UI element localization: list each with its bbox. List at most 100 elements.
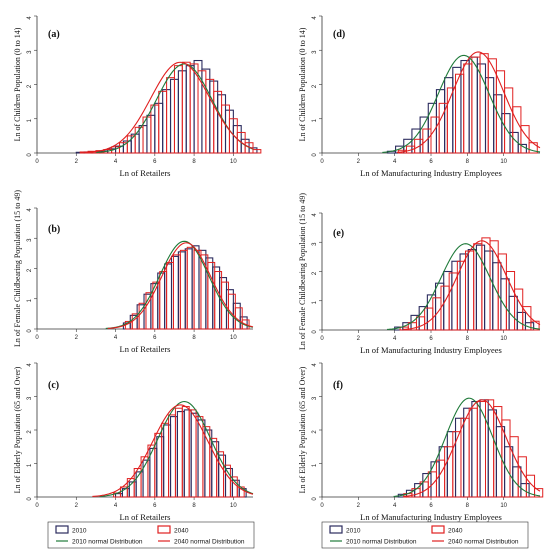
panel-c-x-tick-label: 10 (230, 503, 237, 509)
panel-c-bar-2010 (163, 424, 172, 498)
panel-c-bar-2040 (161, 422, 170, 498)
panel-c-bar-2010 (183, 409, 192, 498)
panel-d-x-tick-label: 4 (393, 159, 397, 165)
panel-b-bar-2040 (172, 254, 181, 330)
panel-b-x-tick-label: 8 (192, 335, 196, 341)
panel-b-bar-2010 (150, 283, 159, 330)
legend-swatch-2010 (55, 525, 69, 534)
panel-e-y-tick-label: 4 (312, 213, 318, 217)
panel-b-bar-2010 (177, 251, 186, 330)
panel-f-bar-2010 (446, 431, 457, 498)
panel-d-y-tick-label: 3 (312, 50, 318, 54)
panel-c-y-tick-label: 0 (27, 497, 33, 501)
panel-f-bar-2040 (534, 488, 544, 498)
panel-c-bar-2010 (197, 419, 206, 498)
panel-c-bar-2010 (176, 411, 185, 498)
panel-f-y-tick-label: 4 (312, 363, 318, 367)
panel-b-normal-curve-2010 (105, 240, 254, 330)
panel-e-bar-2040 (481, 237, 491, 331)
panel-f-y-tick-label: 1 (312, 463, 318, 467)
panel-a-bar-2040 (244, 142, 254, 154)
panel-d-y-axis-title: Ln of Children Population (0 to 14) (298, 27, 307, 141)
panel-e-y-tick-label: 2 (312, 271, 318, 275)
panel-e-x-tick-label: 0 (320, 336, 324, 342)
panel-b-normal-curve-2040 (107, 242, 254, 330)
panel-b-bar-2010 (164, 263, 173, 330)
legend-label-2040-normal: 2040 normal Distribution (448, 539, 519, 546)
panel-c-bar-2010 (135, 471, 144, 498)
panel-e-bar-2040 (473, 243, 483, 331)
panel-b-bar-2040 (159, 271, 168, 330)
panel-e-label: (e) (333, 228, 344, 239)
legend-label-2040: 2040 (448, 528, 463, 535)
panel-f-bar-2010 (479, 399, 489, 498)
panel-b-bar-2010 (191, 245, 200, 330)
panel-d-x-tick-label: 10 (500, 159, 507, 165)
legend-swatch-2010 (329, 525, 343, 534)
panel-f-label: (f) (333, 380, 343, 391)
panel-d-bar-2040 (438, 102, 448, 154)
panel-f-x-tick-label: 0 (320, 503, 324, 509)
panel-a-x-tick-label: 6 (153, 159, 157, 165)
panel-d-x-tick-label: 6 (429, 159, 433, 165)
panel-d-bar-2010 (452, 66, 462, 154)
panel-c-y-tick-label: 4 (27, 363, 33, 367)
panel-b-bar-2040 (166, 261, 174, 330)
panel-f-x-tick-label: 4 (393, 503, 397, 509)
panel-b-bar-2010 (225, 289, 234, 330)
panel-f-y-tick-label: 2 (312, 430, 318, 434)
panel-d-bar-2040 (479, 53, 489, 154)
panel-b-bar-2040 (193, 249, 202, 330)
panel-e-x-axis-title: Ln of Manufacturing Industry Employees (360, 345, 502, 355)
panel-f-bar-2010 (414, 483, 424, 498)
panel-a-y-tick-label: 4 (27, 16, 33, 20)
panel-e-bar-2010 (459, 253, 469, 331)
panel-e-x-tick-label: 2 (357, 336, 361, 342)
panel-a-normal-curve-2040 (86, 61, 254, 154)
panel-b-y-tick-label: 1 (27, 298, 33, 302)
legend-swatch-2040 (157, 525, 171, 534)
panel-b-bar-2010 (184, 248, 193, 330)
panel-e-bar-2040 (465, 250, 475, 331)
panel-f-bar-2010 (471, 400, 481, 498)
panel-e-bar-2010 (484, 250, 494, 331)
panel-d-normal-curve-2010 (382, 54, 541, 153)
panel-b-bar-2040 (241, 319, 250, 330)
panel-c-x-tick-label: 8 (192, 503, 196, 509)
panel-d-bar-2010 (468, 56, 478, 154)
panel-b-bar-2010 (212, 266, 221, 330)
panel-b-bar-2010 (170, 255, 179, 330)
panel-c-bar-2040 (168, 414, 176, 498)
panel-a-y-tick-label: 1 (27, 118, 33, 122)
panel-d-y-tick-label: 2 (312, 84, 318, 88)
panel-e-x-tick-label: 6 (429, 336, 433, 342)
panel-e-bar-2010 (500, 278, 510, 331)
panel-b-x-tick-label: 2 (75, 335, 79, 341)
panel-f-x-tick-label: 2 (357, 503, 361, 509)
panel-f-normal-curve-2040 (403, 399, 541, 497)
panel-f-x-axis-title: Ln of Manufacturing Industry Employees (360, 512, 502, 522)
panel-c-x-axis-title: Ln of Retailers (120, 512, 171, 522)
panel-c-x-tick-label: 2 (75, 503, 79, 509)
panel-a-y-tick-label: 3 (27, 50, 33, 54)
panel-d-x-tick-label: 0 (320, 159, 324, 165)
panel-e-bar-2010 (467, 249, 477, 331)
panel-c-y-axis-title: Ln of Elderly Population (65 and Over) (13, 366, 22, 493)
panel-c-y-tick-label: 1 (27, 463, 33, 467)
panel-d-bar-2010 (435, 89, 446, 154)
panel-d-x-axis-title: Ln of Manufacturing Industry Employees (360, 168, 502, 178)
panel-b-label: (b) (48, 224, 60, 235)
panel-e-bar-2040 (497, 253, 507, 331)
panel-f-bar-2010 (438, 446, 448, 498)
legend-swatch-2040 (431, 525, 445, 534)
panel-f-bar-2010 (520, 483, 530, 498)
panel-c-x-tick-label: 6 (153, 503, 157, 509)
panel-f-x-tick-label: 8 (466, 503, 470, 509)
panel-f-bar-2040 (444, 446, 454, 498)
panel-f-x-tick-label: 10 (500, 503, 507, 509)
panel-c-bar-2010 (114, 493, 123, 498)
panel-f-y-tick-label: 0 (312, 497, 318, 501)
panel-e-bar-2040 (448, 272, 458, 331)
panel-c-x-tick-label: 4 (114, 503, 118, 509)
panel-a-y-axis-title: Ln of Children Population (0 to 14) (13, 27, 22, 141)
